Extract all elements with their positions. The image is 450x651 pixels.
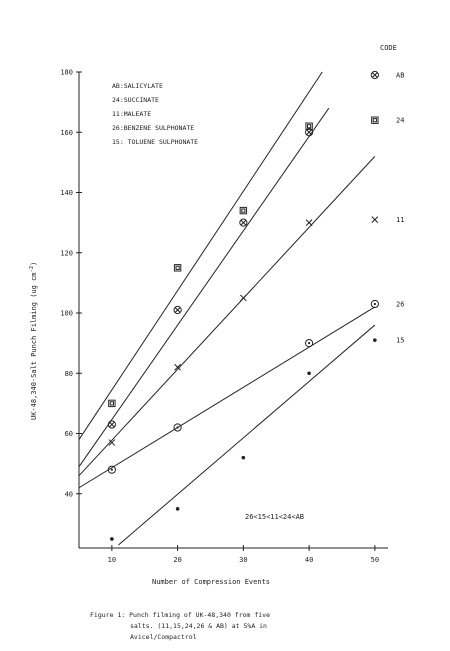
code-label-ab: AB bbox=[396, 72, 404, 80]
caption-line-1: Figure 1: Punch filming of UK-48,340 fro… bbox=[90, 611, 271, 619]
point-15 bbox=[241, 455, 246, 460]
point-11 bbox=[108, 439, 116, 446]
code-header: CODE bbox=[380, 44, 397, 52]
point-24 bbox=[173, 264, 182, 272]
point-ab bbox=[305, 128, 314, 137]
code-label-11: 11 bbox=[396, 216, 404, 224]
x-tick-label: 30 bbox=[239, 556, 247, 564]
point-11 bbox=[174, 363, 181, 371]
figure-caption: Figure 1: Punch filming of UK-48,340 fro… bbox=[90, 610, 390, 643]
code-marker-15 bbox=[373, 338, 377, 342]
point-ab bbox=[107, 420, 116, 429]
legend-entry: 24:SUCCINATE bbox=[112, 96, 159, 104]
code-marker-24 bbox=[371, 116, 379, 124]
y-axis-label: UK-48,340-Salt Punch Filming (ug cm-2) bbox=[29, 262, 38, 420]
y-axis-label-close: ) bbox=[30, 262, 38, 266]
point-15 bbox=[175, 507, 180, 511]
fit-line-11 bbox=[78, 156, 376, 477]
code-label-26: 26 bbox=[396, 300, 404, 308]
point-15 bbox=[110, 537, 114, 541]
fit-lines bbox=[78, 71, 376, 546]
axes: 40 60 80 100 120 140 160 180 10 20 30 40 50 bbox=[60, 69, 388, 564]
y-tick-label: 100 bbox=[60, 310, 73, 318]
point-ab bbox=[239, 218, 248, 227]
legend-entry: 11:MALEATE bbox=[112, 110, 151, 118]
x-tick-label: 40 bbox=[305, 556, 313, 564]
x-axis-label: Number of Compression Events bbox=[152, 578, 270, 586]
code-marker-ab bbox=[370, 70, 379, 80]
point-26 bbox=[173, 423, 182, 432]
y-tick-label: 180 bbox=[60, 69, 73, 77]
caption-line-3: Avicel/Compactrol bbox=[130, 633, 197, 641]
point-ab bbox=[173, 305, 182, 315]
point-15 bbox=[307, 371, 311, 376]
code-marker-26 bbox=[370, 299, 379, 309]
ordering-annotation: 26<15<11<24<AB bbox=[245, 513, 304, 521]
legend-entry: 15: TOLUENE SULPHONATE bbox=[112, 138, 198, 146]
markers bbox=[107, 122, 314, 541]
fit-line-15 bbox=[118, 324, 376, 546]
code-label-24: 24 bbox=[396, 117, 404, 125]
y-tick-label: 60 bbox=[65, 430, 73, 438]
point-26 bbox=[305, 339, 314, 348]
legend: AB:SALICYLATE 24:SUCCINATE 11:MALEATE 26:BE… bbox=[112, 82, 198, 146]
y-tick-label: 40 bbox=[65, 490, 73, 498]
x-tick-label: 20 bbox=[173, 556, 181, 564]
point-24 bbox=[239, 206, 248, 215]
fit-line-ab bbox=[78, 71, 323, 440]
caption-line-2: salts. (11,15,24,26 & AB) at 5%A in bbox=[130, 622, 267, 630]
point-24 bbox=[305, 122, 313, 130]
y-tick-label: 160 bbox=[60, 129, 73, 137]
point-11 bbox=[240, 294, 247, 302]
y-tick-label: 140 bbox=[60, 189, 73, 197]
y-tick-label: 80 bbox=[65, 370, 73, 378]
legend-entry: 26:BENZENE SULPHONATE bbox=[112, 124, 194, 132]
fit-line-24 bbox=[78, 107, 330, 467]
y-axis-label-main: UK-48,340-Salt Punch Filming (ug cm bbox=[30, 272, 38, 420]
point-24 bbox=[108, 399, 116, 408]
point-11 bbox=[305, 219, 313, 226]
x-tick-label: 50 bbox=[371, 556, 379, 564]
fit-line-26 bbox=[78, 306, 376, 489]
y-tick-label: 120 bbox=[60, 249, 73, 257]
y-axis-label-superscript: -2 bbox=[29, 266, 35, 273]
code-marker-11 bbox=[371, 216, 379, 223]
code-label-15: 15 bbox=[396, 337, 404, 345]
code-legend: AB 24 11 26 15 bbox=[370, 70, 404, 345]
x-tick-label: 10 bbox=[108, 556, 116, 564]
legend-entry: AB:SALICYLATE bbox=[112, 82, 163, 90]
point-26 bbox=[107, 465, 116, 474]
